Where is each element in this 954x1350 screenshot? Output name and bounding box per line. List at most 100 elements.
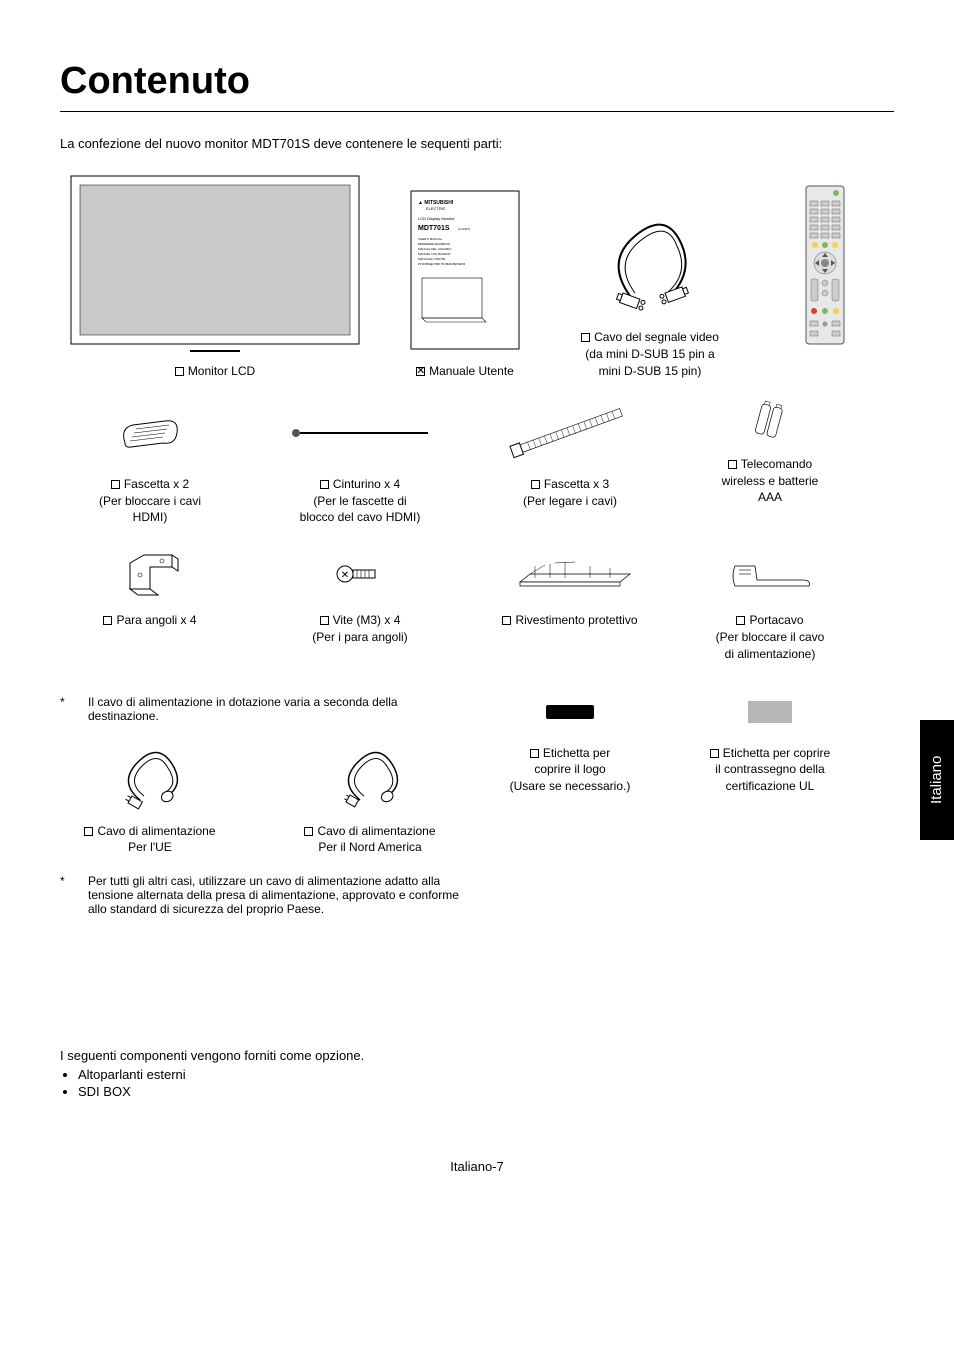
label: Cavo del segnale video bbox=[594, 330, 719, 344]
remote-icon bbox=[805, 185, 845, 345]
svg-text:USER'S MANUAL: USER'S MANUAL bbox=[418, 237, 443, 241]
label: (Per bloccare i cavi bbox=[60, 493, 240, 510]
label: Cavo di alimentazione bbox=[97, 824, 215, 838]
label: Etichetta per bbox=[543, 746, 610, 760]
label: Per il Nord America bbox=[280, 839, 460, 856]
label: Fascetta x 3 bbox=[544, 477, 609, 491]
label: Vite (M3) x 4 bbox=[333, 613, 401, 627]
checkbox-icon bbox=[320, 480, 329, 489]
divider bbox=[60, 111, 894, 112]
svg-text:LCD Display Monitor: LCD Display Monitor bbox=[418, 216, 455, 221]
label: (Per legare i cavi) bbox=[480, 493, 660, 510]
label: (Per i para angoli) bbox=[260, 629, 460, 646]
svg-text:ELECTRIC: ELECTRIC bbox=[426, 206, 446, 211]
item-power-eu: Cavo di alimentazione Per l'UE bbox=[60, 735, 240, 857]
language-tab: Italiano bbox=[920, 720, 954, 840]
page: Contenuto La confezione del nuovo monito… bbox=[0, 0, 954, 1214]
note-other-countries: * Per tutti gli altri casi, utilizzare u… bbox=[60, 874, 460, 916]
item-cover: Rivestimento protettivo bbox=[480, 544, 660, 629]
svg-text:BEDIENERHANDBUCH: BEDIENERHANDBUCH bbox=[418, 242, 450, 246]
cable-icon bbox=[595, 211, 705, 311]
item-power-na: Cavo di alimentazione Per il Nord Americ… bbox=[280, 735, 460, 857]
label: Per l'UE bbox=[60, 839, 240, 856]
clamp3-icon bbox=[505, 403, 635, 463]
label: coprire il logo bbox=[480, 761, 660, 778]
batteries-icon bbox=[750, 400, 790, 445]
item-corner: Para angoli x 4 bbox=[60, 544, 240, 629]
checkbox-icon bbox=[710, 749, 719, 758]
label: (Per le fascette di bbox=[260, 493, 460, 510]
corner-icon bbox=[120, 549, 180, 599]
label: il contrassegno della bbox=[680, 761, 860, 778]
checkbox-icon bbox=[84, 827, 93, 836]
label: HDMI) bbox=[60, 509, 240, 526]
monitor-icon bbox=[70, 175, 360, 355]
label: Portacavo bbox=[749, 613, 803, 627]
holder-icon bbox=[725, 556, 815, 592]
page-number: Italiano-7 bbox=[60, 1159, 894, 1174]
manual-icon: ▲ MITSUBISHI ELECTRIC LCD Display Monito… bbox=[410, 190, 520, 350]
label: Telecomando bbox=[741, 457, 812, 471]
label: (da mini D-SUB 15 pin a bbox=[560, 346, 740, 363]
label: Monitor LCD bbox=[188, 364, 255, 378]
label: mini D-SUB 15 pin) bbox=[560, 363, 740, 380]
checkbox-icon bbox=[304, 827, 313, 836]
svg-text:MANUALE UTENTE: MANUALE UTENTE bbox=[418, 257, 445, 261]
grey-label-icon bbox=[748, 701, 792, 723]
item-logo-label: Etichetta per coprire il logo (Usare se … bbox=[480, 687, 660, 795]
intro-text: La confezione del nuovo monitor MDT701S … bbox=[60, 136, 894, 151]
item-manual: ▲ MITSUBISHI ELECTRIC LCD Display Monito… bbox=[390, 185, 540, 380]
checkbox-icon bbox=[111, 480, 120, 489]
option-item: Altoparlanti esterni bbox=[78, 1067, 894, 1082]
power-cable-eu-icon bbox=[110, 740, 190, 810]
item-remote-label: Telecomando wireless e batterie AAA bbox=[680, 398, 860, 506]
option-item: SDI BOX bbox=[78, 1084, 894, 1099]
item-holder: Portacavo (Per bloccare il cavo di alime… bbox=[680, 544, 860, 662]
screw-icon: ✕ bbox=[335, 562, 385, 586]
item-clamp3: Fascetta x 3 (Per legare i cavi) bbox=[480, 398, 660, 510]
checkbox-icon bbox=[502, 616, 511, 625]
checkbox-icon bbox=[581, 333, 590, 342]
checkbox-icon bbox=[531, 480, 540, 489]
item-remote bbox=[760, 175, 890, 363]
label: certificazione UL bbox=[680, 778, 860, 795]
item-ul-label: Etichetta per coprire il contrassegno de… bbox=[680, 687, 860, 795]
label: Manuale Utente bbox=[429, 364, 514, 378]
label: AAA bbox=[680, 489, 860, 506]
label: wireless e batterie bbox=[680, 473, 860, 490]
svg-text:(L704FT): (L704FT) bbox=[458, 227, 470, 231]
label: blocco del cavo HDMI) bbox=[260, 509, 460, 526]
svg-text:РУКОВОДСТВО ПОЛЬЗОВАТЕЛЯ: РУКОВОДСТВО ПОЛЬЗОВАТЕЛЯ bbox=[418, 262, 465, 266]
checkbox-checked-icon bbox=[416, 367, 425, 376]
options-block: I seguenti componenti vengono forniti co… bbox=[60, 1048, 894, 1099]
checkbox-icon bbox=[320, 616, 329, 625]
svg-text:MANUAL DEL USUARIO: MANUAL DEL USUARIO bbox=[418, 247, 452, 251]
power-cable-na-icon bbox=[330, 740, 410, 810]
svg-text:MANUEL UTILISATEUR: MANUEL UTILISATEUR bbox=[418, 252, 451, 256]
band-icon bbox=[290, 423, 430, 443]
black-label-icon bbox=[546, 705, 594, 719]
item-monitor: Monitor LCD bbox=[60, 175, 370, 380]
checkbox-icon bbox=[530, 749, 539, 758]
item-video-cable: Cavo del segnale video (da mini D-SUB 15… bbox=[560, 201, 740, 379]
clamp-icon bbox=[115, 413, 185, 453]
checkbox-icon bbox=[175, 367, 184, 376]
label: (Per bloccare il cavo bbox=[680, 629, 860, 646]
label: (Usare se necessario.) bbox=[480, 778, 660, 795]
item-clamp2: Fascetta x 2 (Per bloccare i cavi HDMI) bbox=[60, 398, 240, 526]
item-band4: Cinturino x 4 (Per le fascette di blocco… bbox=[260, 398, 460, 526]
options-intro: I seguenti componenti vengono forniti co… bbox=[60, 1048, 894, 1063]
label: Para angoli x 4 bbox=[116, 613, 196, 627]
note-power-varies: * Il cavo di alimentazione in dotazione … bbox=[60, 695, 460, 723]
label: Cavo di alimentazione bbox=[317, 824, 435, 838]
label: Etichetta per coprire bbox=[723, 746, 830, 760]
label: Fascetta x 2 bbox=[124, 477, 189, 491]
svg-text:✕: ✕ bbox=[341, 570, 349, 581]
item-screw: ✕ Vite (M3) x 4 (Per i para angoli) bbox=[260, 544, 460, 646]
label: di alimentazione) bbox=[680, 646, 860, 663]
checkbox-icon bbox=[728, 460, 737, 469]
page-title: Contenuto bbox=[60, 60, 894, 103]
checkbox-icon bbox=[736, 616, 745, 625]
label: Rivestimento protettivo bbox=[515, 613, 637, 627]
cover-icon bbox=[500, 554, 640, 594]
